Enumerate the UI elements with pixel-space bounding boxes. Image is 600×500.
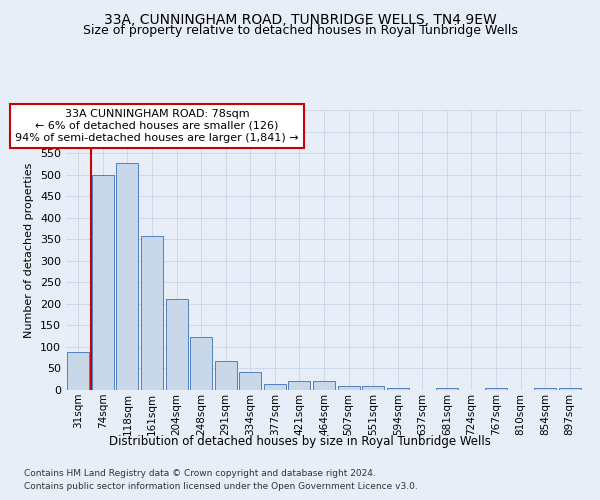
Bar xyxy=(559,388,581,390)
Bar xyxy=(239,372,262,390)
Text: 33A CUNNINGHAM ROAD: 78sqm
← 6% of detached houses are smaller (126)
94% of semi: 33A CUNNINGHAM ROAD: 78sqm ← 6% of detac… xyxy=(15,110,299,142)
Bar xyxy=(362,386,384,390)
Y-axis label: Number of detached properties: Number of detached properties xyxy=(25,162,34,338)
Bar xyxy=(534,388,556,390)
Bar xyxy=(190,338,212,390)
Bar xyxy=(386,388,409,390)
Text: Contains HM Land Registry data © Crown copyright and database right 2024.: Contains HM Land Registry data © Crown c… xyxy=(24,468,376,477)
Bar xyxy=(215,360,237,390)
Bar xyxy=(166,298,188,390)
Text: Distribution of detached houses by size in Royal Tunbridge Wells: Distribution of detached houses by size … xyxy=(109,435,491,448)
Bar xyxy=(92,174,114,390)
Bar xyxy=(338,386,359,390)
Bar xyxy=(116,162,139,390)
Text: Contains public sector information licensed under the Open Government Licence v3: Contains public sector information licen… xyxy=(24,482,418,491)
Bar xyxy=(485,388,507,390)
Bar xyxy=(289,382,310,390)
Bar xyxy=(67,352,89,390)
Bar xyxy=(313,382,335,390)
Text: 33A, CUNNINGHAM ROAD, TUNBRIDGE WELLS, TN4 9EW: 33A, CUNNINGHAM ROAD, TUNBRIDGE WELLS, T… xyxy=(104,12,496,26)
Bar xyxy=(264,384,286,390)
Bar xyxy=(436,388,458,390)
Bar xyxy=(141,236,163,390)
Text: Size of property relative to detached houses in Royal Tunbridge Wells: Size of property relative to detached ho… xyxy=(83,24,517,37)
